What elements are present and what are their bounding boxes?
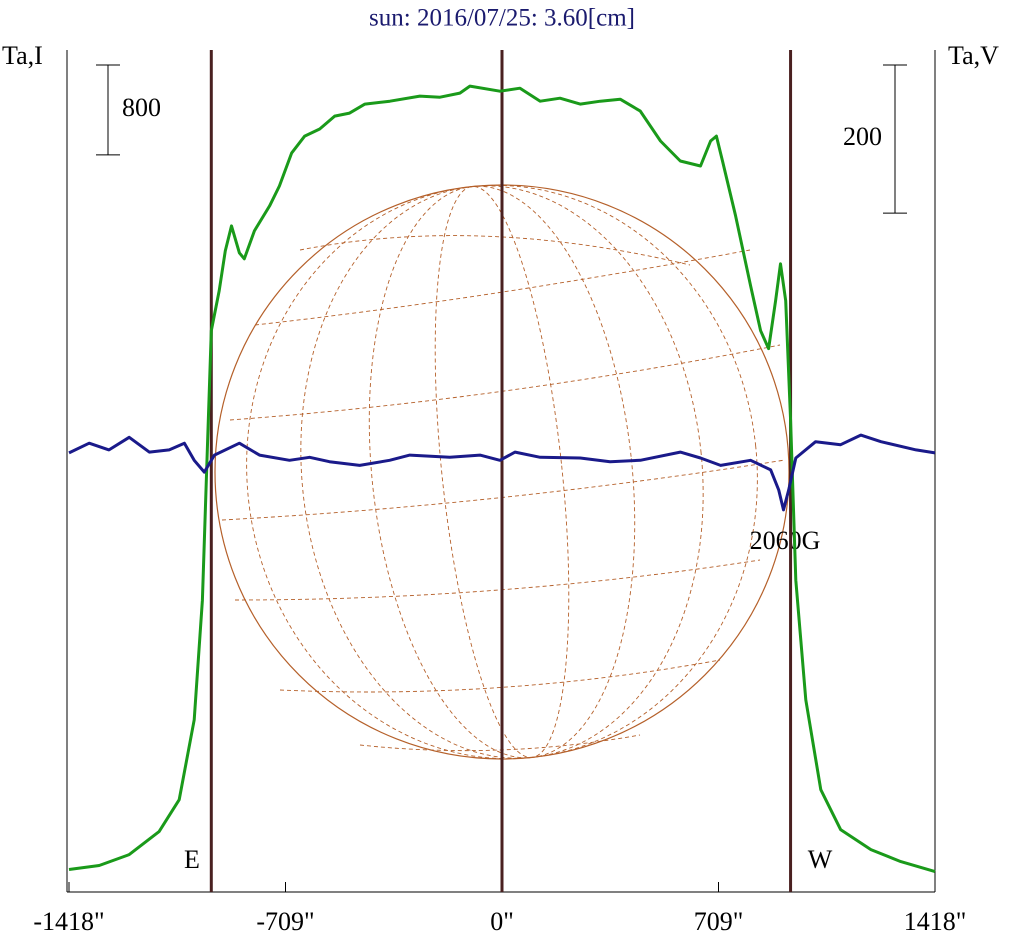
annotation: 2060G <box>750 526 821 555</box>
series-line <box>68 84 936 874</box>
x-tick-label: -1418" <box>33 907 104 936</box>
scale-bar-label: 800 <box>122 93 161 122</box>
x-tick-label: 0" <box>490 907 514 936</box>
annotation: W <box>808 845 833 874</box>
y-axis-label: Ta,I <box>2 41 43 70</box>
chart-title: sun: 2016/07/25: 3.60[cm] <box>369 5 635 32</box>
y2-axis-label: Ta,V <box>948 41 999 70</box>
x-tick-label: 1418" <box>904 907 967 936</box>
scale-bar-label: 200 <box>843 122 882 151</box>
x-tick-label: 709" <box>694 907 744 936</box>
x-tick-label: -709" <box>256 907 314 936</box>
series-line <box>68 433 936 512</box>
annotation: E <box>184 845 200 874</box>
